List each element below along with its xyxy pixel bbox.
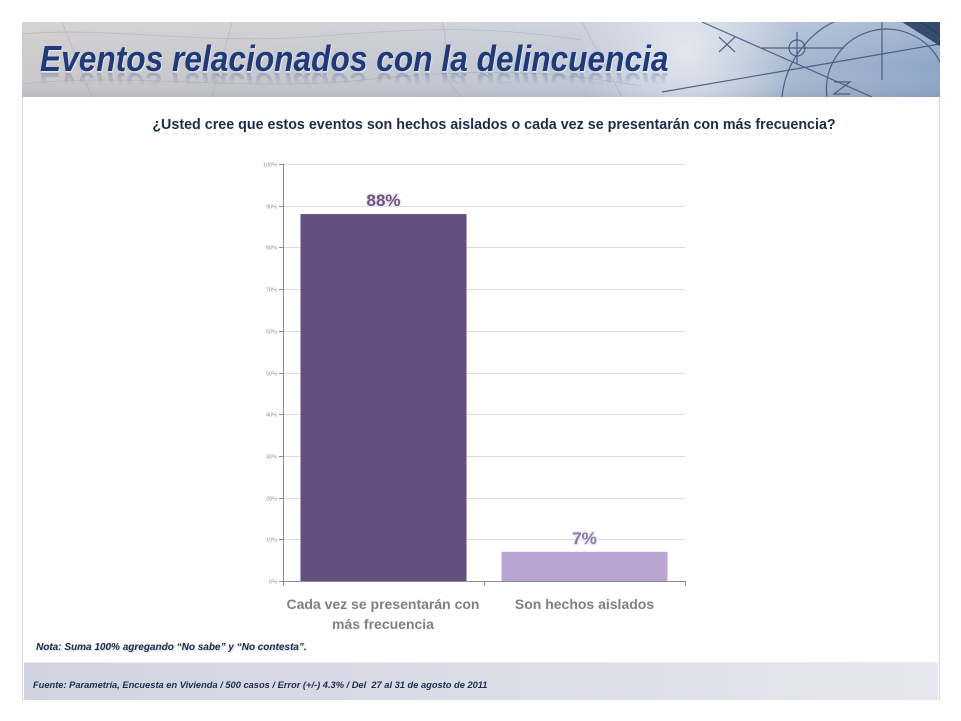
chart-question-title: ¿Usted cree que estos eventos son hechos… bbox=[152, 117, 836, 133]
y-tick-label: 60% bbox=[266, 330, 277, 336]
y-tick-label: 80% bbox=[266, 246, 277, 252]
slide-frame bbox=[22, 22, 940, 700]
source-text: Fuente: Parametría, Encuesta en Vivienda… bbox=[33, 680, 488, 690]
y-tick-label: 70% bbox=[266, 288, 277, 294]
data-label: 88% bbox=[366, 191, 400, 210]
y-tick-label: 20% bbox=[266, 497, 277, 503]
bar-mas-frecuencia bbox=[300, 214, 467, 581]
y-tick-label: 90% bbox=[266, 205, 277, 211]
category-label-hechos-aislados: Son hechos aislados bbox=[514, 596, 655, 612]
bar-chart: 0% 10% 20% 30% 40% 50% 60% 70% 80% 90% 100% 88% 7% bbox=[263, 163, 686, 586]
data-label: 7% bbox=[572, 529, 597, 548]
bar-hechos-aislados bbox=[501, 551, 668, 581]
page-title: Eventos relacionados con la delincuencia bbox=[40, 38, 669, 79]
y-tick-label: 30% bbox=[266, 455, 277, 461]
y-tick-label: 0% bbox=[269, 580, 277, 586]
y-tick-label: 100% bbox=[263, 163, 277, 169]
y-tick-label: 40% bbox=[266, 413, 277, 419]
y-tick-label: 50% bbox=[266, 372, 277, 378]
header-background-image bbox=[22, 22, 940, 97]
y-tick-label: 10% bbox=[266, 538, 277, 544]
category-label-mas-frecuencia: Cada vez se presentarán con más frecuenc… bbox=[286, 596, 480, 632]
note-text: Nota: Suma 100% agregando “No sabe” y “N… bbox=[36, 642, 307, 653]
footer-band bbox=[24, 662, 938, 700]
